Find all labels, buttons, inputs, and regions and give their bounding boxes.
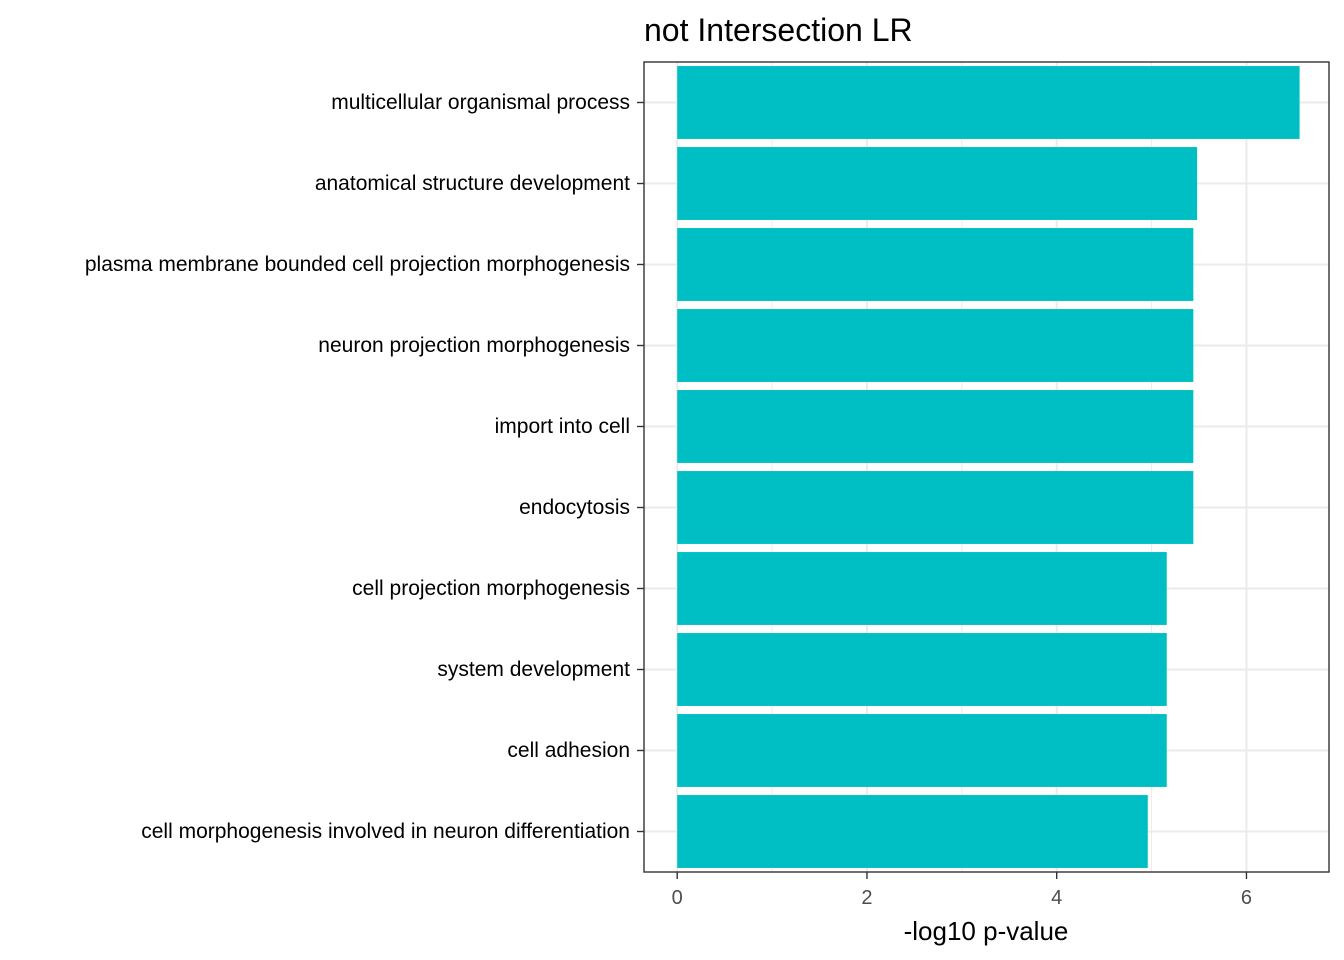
bar (677, 471, 1194, 544)
bar (677, 390, 1194, 463)
category-label: endocytosis (519, 496, 630, 519)
bar (677, 228, 1194, 301)
x-axis-title: -log10 p-value (904, 916, 1069, 946)
bar (677, 714, 1167, 787)
bars (677, 66, 1300, 868)
category-label: system development (437, 658, 630, 681)
x-tick-label: 6 (1241, 887, 1252, 909)
category-label: neuron projection morphogenesis (318, 334, 630, 357)
x-tick-label: 0 (672, 887, 683, 909)
category-label: anatomical structure development (315, 172, 630, 195)
bar (677, 309, 1194, 382)
x-tick-label: 4 (1051, 887, 1062, 909)
category-label: import into cell (495, 415, 630, 438)
bar (677, 552, 1167, 625)
chart-title: not Intersection LR (644, 12, 913, 48)
x-tick-label: 2 (861, 887, 872, 909)
bar (677, 633, 1167, 706)
plot-panel-border (643, 61, 1330, 873)
category-label: plasma membrane bounded cell projection … (85, 253, 630, 276)
bar (677, 66, 1300, 139)
bar (677, 147, 1198, 220)
category-label: cell adhesion (507, 739, 630, 762)
bar (677, 795, 1148, 868)
category-label: multicellular organismal process (331, 91, 630, 114)
x-axis-ticks: 0 2 4 6 (672, 872, 1252, 909)
category-label: cell projection morphogenesis (352, 577, 630, 600)
category-label: cell morphogenesis involved in neuron di… (141, 820, 630, 843)
category-labels: multicellular organismal process anatomic… (85, 91, 644, 843)
